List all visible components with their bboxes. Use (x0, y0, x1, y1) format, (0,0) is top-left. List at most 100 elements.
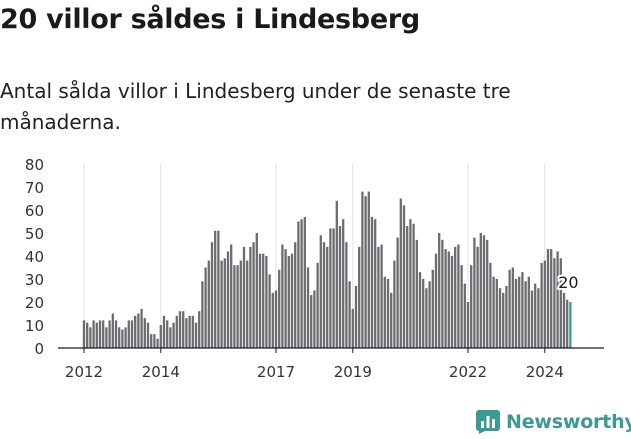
bar (204, 267, 207, 348)
bar (399, 198, 402, 348)
bar (220, 260, 223, 348)
bar (188, 315, 191, 348)
bar (102, 320, 105, 348)
bar (550, 249, 553, 348)
bar (217, 230, 220, 348)
bar (492, 276, 495, 348)
bar (297, 221, 300, 348)
bar (233, 265, 236, 348)
y-tick-label: 30 (25, 271, 44, 289)
bar (444, 249, 447, 348)
bar (390, 292, 393, 348)
bar (348, 281, 351, 348)
bar (466, 302, 470, 348)
bar (418, 272, 422, 348)
bar (495, 279, 498, 348)
bar (514, 279, 518, 348)
bar (137, 313, 140, 348)
bar (143, 318, 146, 348)
brand: Newsworthy (476, 408, 631, 436)
bar (543, 260, 546, 348)
bar (559, 258, 562, 348)
bar (518, 276, 521, 348)
brand-name: Newsworthy (506, 411, 631, 433)
bar (322, 242, 326, 348)
bar (153, 334, 156, 348)
highlight-data-label: 20 (558, 273, 578, 292)
bar (345, 242, 348, 348)
bar (521, 272, 524, 348)
bar (236, 265, 239, 348)
bar (150, 334, 153, 348)
x-tick-label: 2012 (65, 363, 103, 381)
bar (438, 233, 441, 348)
bar (265, 256, 268, 348)
bar (457, 244, 460, 348)
bar (281, 244, 284, 348)
bar (393, 260, 396, 348)
bar (502, 292, 505, 348)
bar (326, 246, 329, 348)
bar (332, 228, 335, 348)
bar (178, 311, 182, 348)
bar (172, 322, 175, 348)
bar-chart-logo-icon (476, 410, 500, 434)
bar (156, 338, 159, 348)
bar (271, 292, 274, 348)
bar (284, 249, 287, 348)
bar (146, 322, 150, 348)
bar (258, 253, 262, 348)
y-tick-label: 80 (25, 156, 44, 174)
bar (130, 320, 134, 348)
bar (537, 288, 540, 348)
bar (527, 276, 530, 348)
bar (226, 251, 230, 348)
bar (329, 228, 332, 348)
bar (354, 285, 358, 348)
bar (476, 246, 479, 348)
bar (316, 262, 319, 348)
x-tick-label: 2019 (334, 363, 372, 381)
bar (95, 322, 98, 348)
bar (162, 315, 166, 348)
page-title: 20 villor såldes i Lindesberg (0, 4, 420, 35)
bar (274, 290, 278, 348)
bar (409, 219, 412, 348)
bar (415, 239, 418, 348)
bar (431, 269, 434, 348)
bar (364, 196, 367, 348)
bar (351, 308, 354, 348)
bar (460, 265, 463, 348)
bar (300, 219, 303, 348)
bar (335, 200, 338, 348)
bar (89, 327, 92, 348)
page-subtitle: Antal sålda villor i Lindesberg under de… (0, 79, 511, 134)
y-tick-label: 40 (25, 248, 44, 266)
bar (486, 239, 489, 348)
bar (470, 265, 473, 348)
bar (540, 262, 543, 348)
bar (367, 191, 370, 348)
bar (553, 258, 556, 348)
bar (108, 320, 111, 348)
bar (230, 244, 233, 348)
bar (239, 260, 242, 348)
y-tick-label: 10 (25, 317, 44, 335)
bar (319, 235, 322, 348)
bar (278, 269, 281, 348)
bar (175, 315, 178, 348)
bar (450, 256, 454, 348)
bar-highlight (569, 302, 572, 348)
bar (140, 308, 143, 348)
bar (121, 329, 124, 348)
x-tick-label: 2024 (526, 363, 564, 381)
x-tick-label: 2017 (257, 363, 295, 381)
bar (310, 295, 313, 348)
bar (546, 249, 550, 348)
bar (402, 205, 406, 348)
bar (166, 320, 169, 348)
bar (473, 237, 476, 348)
bar (127, 320, 130, 348)
bar (338, 226, 342, 348)
